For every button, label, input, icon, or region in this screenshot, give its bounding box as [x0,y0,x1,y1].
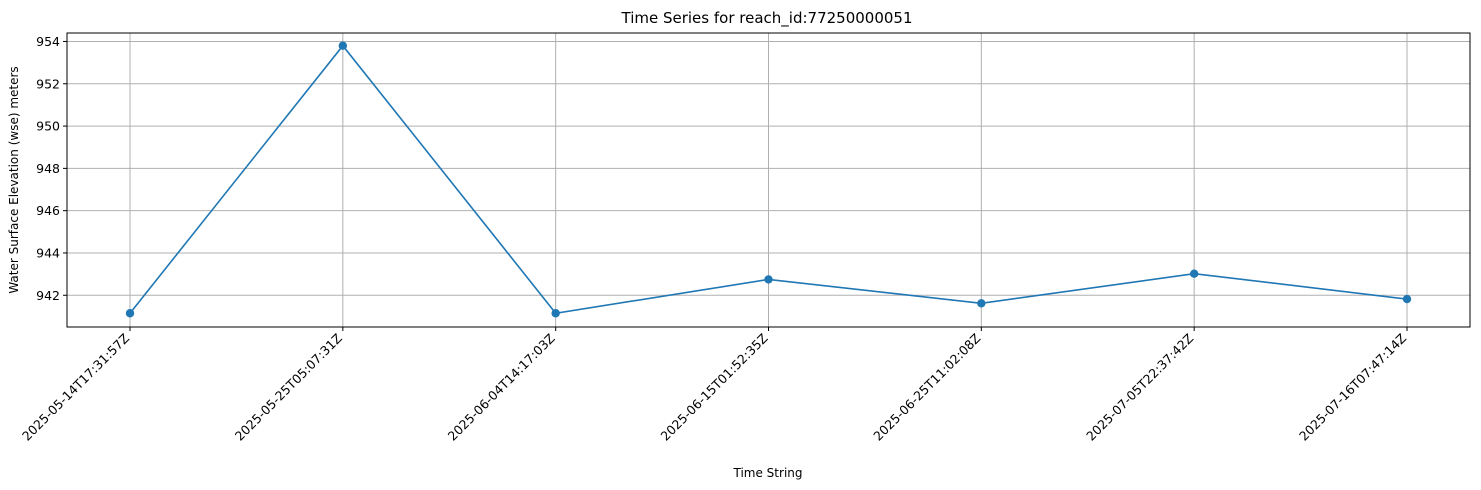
series-layer [125,41,1412,318]
x-tick-label: 2025-07-05T22:37:42Z [1083,331,1196,444]
y-tick-label: 948 [36,161,60,176]
data-point [1402,294,1412,304]
tick-layer: 942 944 946 948 950 952 954 2025-05-14T17:31:57… [19,34,1409,444]
x-axis-label: Time String [733,466,803,480]
x-tick-label: 2025-05-25T05:07:31Z [232,331,345,444]
data-point [338,41,348,50]
y-tick-label: 944 [36,245,60,260]
y-tick-label: 954 [36,34,60,49]
data-point [1189,269,1199,278]
x-tick-label: 2025-05-14T17:31:57Z [19,331,132,444]
chart-title: Time Series for reach_id:77250000051 [621,9,913,28]
x-tick-label: 2025-06-04T14:17:03Z [445,331,558,444]
y-tick-label: 942 [36,288,60,303]
x-tick-label: 2025-06-25T11:02:08Z [870,331,983,444]
x-tick-label: 2025-06-15T01:52:35Z [657,331,770,444]
data-point [125,309,135,318]
grid-layer [67,33,1470,327]
data-point [764,275,773,284]
data-point [977,299,986,308]
y-tick-label: 952 [36,76,60,91]
x-tick-label: 2025-07-16T07:47:14Z [1296,331,1409,444]
data-point [551,309,560,318]
y-tick-label: 946 [36,203,60,218]
y-axis-label: Water Surface Elevation (wse) meters [7,66,21,293]
y-tick-label: 950 [36,119,60,134]
